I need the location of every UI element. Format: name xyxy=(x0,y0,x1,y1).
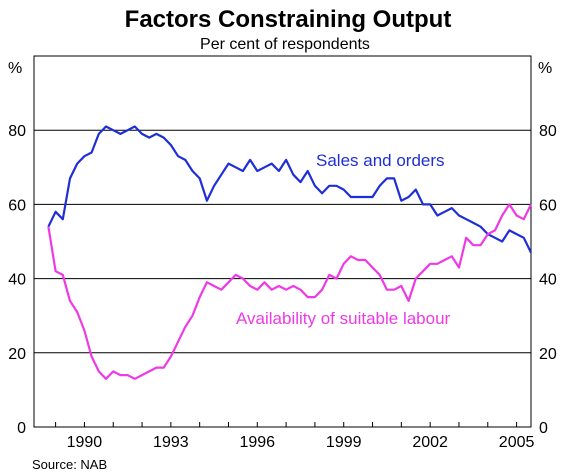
series-line-sales-and-orders xyxy=(47,125,532,254)
x-tick-label: 2005 xyxy=(499,434,535,451)
y-tick-left-label: 0 xyxy=(17,420,26,437)
gridlines xyxy=(34,129,531,354)
series-line-availability-of-suitable-labour xyxy=(47,203,532,380)
plot-frame xyxy=(33,55,532,428)
x-tick-label: 1993 xyxy=(153,434,189,451)
x-axis-ticks: 1990 1993 1996 1999 2002 2005 xyxy=(55,422,535,451)
x-tick-label: 1990 xyxy=(67,434,103,451)
y-tick-right-label: 40 xyxy=(539,272,557,289)
y-tick-left-label: 20 xyxy=(8,346,26,363)
source-note: Source: NAB xyxy=(32,457,107,472)
y-tick-left-label: 40 xyxy=(8,272,26,289)
y-tick-right-label: 60 xyxy=(539,197,557,214)
x-tick-label: 1996 xyxy=(239,434,275,451)
y-tick-left-label: 60 xyxy=(8,197,26,214)
y-axis-unit-left: % xyxy=(8,60,22,77)
x-tick-label: 2002 xyxy=(412,434,448,451)
y-axis-ticks: 0 0 20 20 40 40 60 60 80 80 xyxy=(8,123,557,437)
annotation-sales-and-orders: Sales and orders xyxy=(316,151,445,170)
y-tick-right-label: 80 xyxy=(539,123,557,140)
y-axis-unit-right: % xyxy=(538,60,552,77)
y-tick-right-label: 0 xyxy=(539,420,548,437)
x-tick-label: 1999 xyxy=(326,434,362,451)
chart-subtitle: Per cent of respondents xyxy=(200,36,370,53)
series-lines xyxy=(47,125,532,380)
y-tick-right-label: 20 xyxy=(539,346,557,363)
chart-title: Factors Constraining Output xyxy=(125,6,452,33)
annotation-availability-of-suitable-labour: Availability of suitable labour xyxy=(236,309,451,328)
y-tick-left-label: 80 xyxy=(8,123,26,140)
